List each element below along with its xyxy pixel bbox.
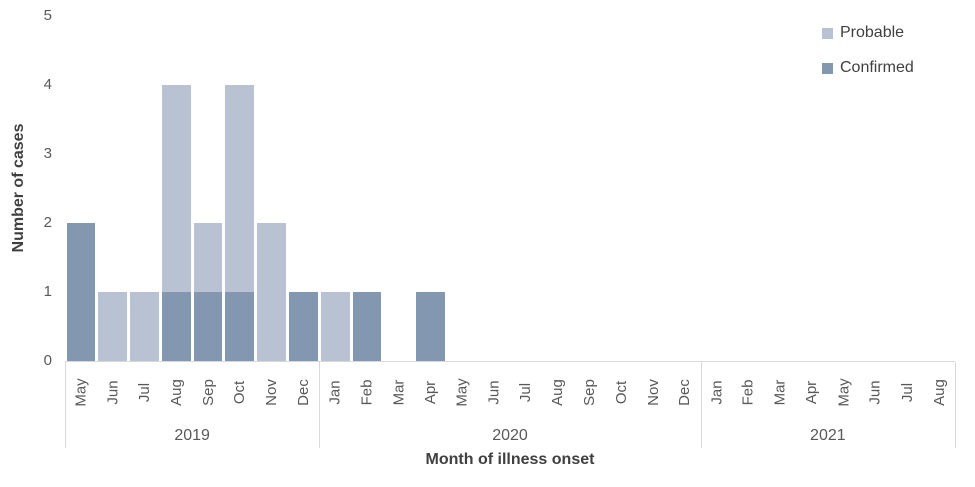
month-tick-label: Aug (542, 364, 574, 420)
month-tick-label: Dec (288, 364, 320, 420)
month-tick-text: May (835, 377, 853, 407)
month-tick-label: Mar (764, 364, 796, 420)
month-tick-text: Jul (898, 382, 916, 402)
month-tick-text: Oct (231, 380, 249, 404)
month-tick-text: Apr (803, 380, 821, 404)
month-tick-text: Jan (326, 379, 344, 405)
month-tick-label: Oct (224, 364, 256, 420)
y-tick-label: 3 (43, 145, 52, 162)
month-tick-label: Feb (733, 364, 765, 420)
legend-label: Probable (840, 24, 905, 41)
month-tick-text: Mar (390, 379, 408, 405)
month-tick-label: Dec (669, 364, 701, 420)
x-axis-line (65, 361, 955, 362)
x-axis-title: Month of illness onset (425, 451, 595, 468)
bar-segment-probable (193, 223, 223, 292)
month-tick-label: Feb (351, 364, 383, 420)
bar-segment-probable (130, 292, 159, 361)
month-tick-text: Nov (644, 378, 662, 406)
year-separator-line (955, 362, 956, 448)
month-tick-label: Jul (891, 364, 923, 420)
month-tick-text: Aug (930, 378, 948, 406)
month-tick-label: May (65, 364, 97, 420)
y-tick-label: 4 (43, 76, 52, 93)
legend-item-confirmed: Confirmed (822, 59, 914, 77)
month-tick-text: Jul (517, 382, 535, 402)
month-tick-label: Jul (129, 364, 161, 420)
month-tick-text: May (72, 377, 90, 407)
month-tick-text: Jun (867, 379, 885, 405)
month-tick-label: Oct (605, 364, 637, 420)
month-tick-text: Apr (422, 380, 440, 404)
month-tick-text: Jun (104, 379, 122, 405)
probable-swatch-icon (822, 27, 833, 39)
month-tick-label: Mar (383, 364, 415, 420)
bar-segment-confirmed (416, 292, 445, 361)
month-tick-text: Feb (739, 379, 757, 405)
month-tick-label: Jun (860, 364, 892, 420)
month-tick-text: Jan (708, 379, 726, 405)
bar-segment-confirmed (161, 292, 191, 361)
month-tick-label: Aug (160, 364, 192, 420)
month-tick-text: Dec (676, 378, 694, 406)
month-tick-text: Oct (612, 380, 630, 404)
y-tick-label: 2 (43, 214, 52, 231)
month-tick-text: Aug (167, 378, 185, 406)
bar-segment-probable (98, 292, 128, 361)
legend-item-probable: Probable (822, 24, 914, 42)
month-tick-label: Sep (574, 364, 606, 420)
month-tick-text: Nov (263, 378, 281, 406)
month-tick-text: May (453, 377, 471, 407)
y-tick-label: 5 (43, 7, 52, 24)
month-tick-label: Jan (701, 364, 733, 420)
legend-label: Confirmed (840, 59, 914, 76)
month-tick-label: Jul (510, 364, 542, 420)
month-tick-label: Jun (478, 364, 510, 420)
bar-segment-confirmed (225, 292, 255, 361)
year-label: 2021 (810, 427, 846, 444)
y-axis-title: Number of cases (10, 123, 27, 253)
month-tick-text: Jun (485, 379, 503, 405)
month-tick-label: Apr (415, 364, 447, 420)
year-label: 2019 (174, 427, 210, 444)
y-tick-label: 0 (43, 352, 52, 369)
y-tick-label: 1 (43, 283, 52, 300)
month-tick-label: Aug (923, 364, 955, 420)
year-separator-line (319, 362, 321, 448)
month-tick-text: Jul (135, 382, 153, 402)
month-tick-label: May (828, 364, 860, 420)
bar-segment-confirmed (193, 292, 223, 361)
confirmed-swatch-icon (822, 62, 833, 74)
month-tick-text: Feb (358, 379, 376, 405)
bar-segment-confirmed (66, 223, 96, 361)
month-tick-text: Sep (199, 378, 217, 406)
month-tick-label: May (446, 364, 478, 420)
year-label: 2020 (492, 427, 528, 444)
bar-segment-confirmed (289, 292, 318, 361)
month-tick-label: Nov (637, 364, 669, 420)
bar-segment-probable (257, 223, 286, 361)
month-tick-text: Aug (549, 378, 567, 406)
month-tick-label: Apr (796, 364, 828, 420)
month-tick-text: Dec (294, 378, 312, 406)
bar-segment-confirmed (352, 292, 382, 361)
bar-segment-probable (320, 292, 350, 361)
bar-segment-probable (225, 85, 255, 292)
month-tick-text: Sep (580, 378, 598, 406)
bar-segment-probable (161, 85, 191, 292)
month-tick-label: Nov (256, 364, 288, 420)
year-separator-line (65, 362, 66, 448)
month-tick-label: Sep (192, 364, 224, 420)
month-tick-text: Mar (771, 379, 789, 405)
month-tick-label: Jan (319, 364, 351, 420)
legend: Probable Confirmed (822, 24, 914, 94)
year-separator-line (700, 362, 702, 448)
month-tick-label: Jun (97, 364, 129, 420)
